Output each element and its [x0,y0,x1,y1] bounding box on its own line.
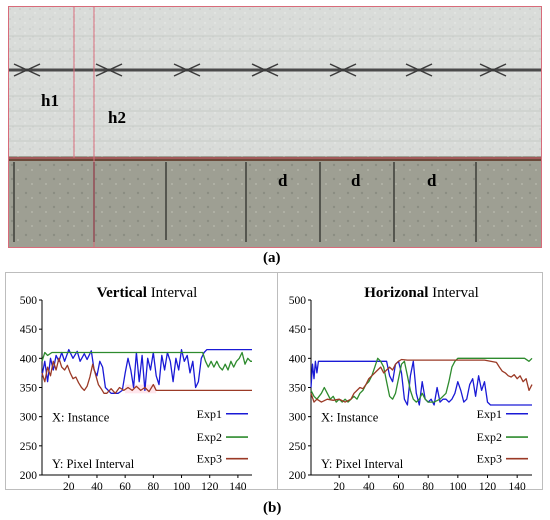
y-tick-label: 200 [20,470,38,482]
photo-lower-surface [8,156,542,248]
series-line-exp3 [41,357,252,394]
x-tick-label: 40 [91,481,103,490]
axis-note-x: X: Instance [321,410,379,424]
chart-title-rest: Interval [147,285,197,301]
x-tick-label: 120 [201,481,219,490]
photo-label-d3: d [427,171,437,190]
y-tick-label: 250 [20,441,38,453]
x-tick-label: 100 [173,481,191,490]
chart-title-rest: Interval [428,285,478,301]
x-tick-label: 140 [509,481,527,490]
photo-label-d2: d [351,171,361,190]
chart-panel-frame [5,272,543,490]
chart-title-bold: Horizonal [364,285,428,301]
legend-label-exp3: Exp3 [197,452,222,466]
chart-highlight-band [125,384,157,394]
axis-note-x: X: Instance [52,410,110,424]
series-line-exp1 [41,348,252,394]
x-tick-label: 20 [333,481,345,490]
photo-label-h1: h1 [41,91,59,110]
photo-label-d1: d [278,171,288,190]
x-tick-label: 40 [363,481,375,490]
y-tick-label: 300 [20,412,38,424]
photo-label-h2: h2 [108,108,126,127]
caption-b: (b) [263,500,282,516]
y-tick-label: 400 [289,353,307,365]
y-tick-label: 200 [289,470,307,482]
x-tick-label: 100 [449,481,467,490]
photo-upper-surface [8,6,542,156]
x-tick-label: 80 [148,481,160,490]
photo-rebar-ties [13,63,507,77]
x-tick-label: 20 [63,481,75,490]
axis-note-y: Y: Pixel Interval [321,457,404,471]
series-line-exp1 [310,360,532,406]
chart-vertical-interval: Vertical Interval 200 250 300 350 400 450 500 20… [20,285,252,490]
photo-faint-lines [8,35,542,142]
series-line-exp3 [310,358,533,403]
y-tick-label: 450 [20,324,38,336]
chart-title: Horizonal Interval [364,285,479,301]
photo-red-guides [8,6,542,248]
y-tick-label: 500 [289,295,307,307]
legend-label-exp2: Exp2 [477,430,502,444]
chart-title: Vertical Interval [97,285,198,301]
legend-label-exp1: Exp1 [477,407,502,421]
x-tick-label: 60 [119,481,131,490]
y-tick-label: 300 [289,412,307,424]
series-line-exp2 [41,351,252,371]
x-tick-label: 120 [479,481,497,490]
x-tick-label: 60 [393,481,405,490]
caption-a: (a) [263,250,281,266]
y-tick-label: 500 [20,295,38,307]
y-tick-label: 250 [289,441,307,453]
y-tick-label: 350 [20,383,38,395]
series-line-exp2 [310,357,533,403]
x-tick-label: 80 [422,481,434,490]
legend-label-exp3: Exp3 [477,452,502,466]
chart-panel-divider [277,272,278,490]
legend-label-exp2: Exp2 [197,430,222,444]
bridge-deck-photo: h1 h2 d d d [8,6,542,248]
y-tick-label: 400 [20,353,38,365]
axis-note-y: Y: Pixel Interval [52,457,135,471]
y-tick-label: 450 [289,324,307,336]
x-tick-label: 140 [229,481,247,490]
legend-label-exp1: Exp1 [197,407,222,421]
y-tick-label: 350 [289,383,307,395]
chart-horizontal-interval: Horizonal Interval 200 250 300 350 400 450 500 2… [289,285,533,490]
chart-title-bold: Vertical [97,285,147,301]
